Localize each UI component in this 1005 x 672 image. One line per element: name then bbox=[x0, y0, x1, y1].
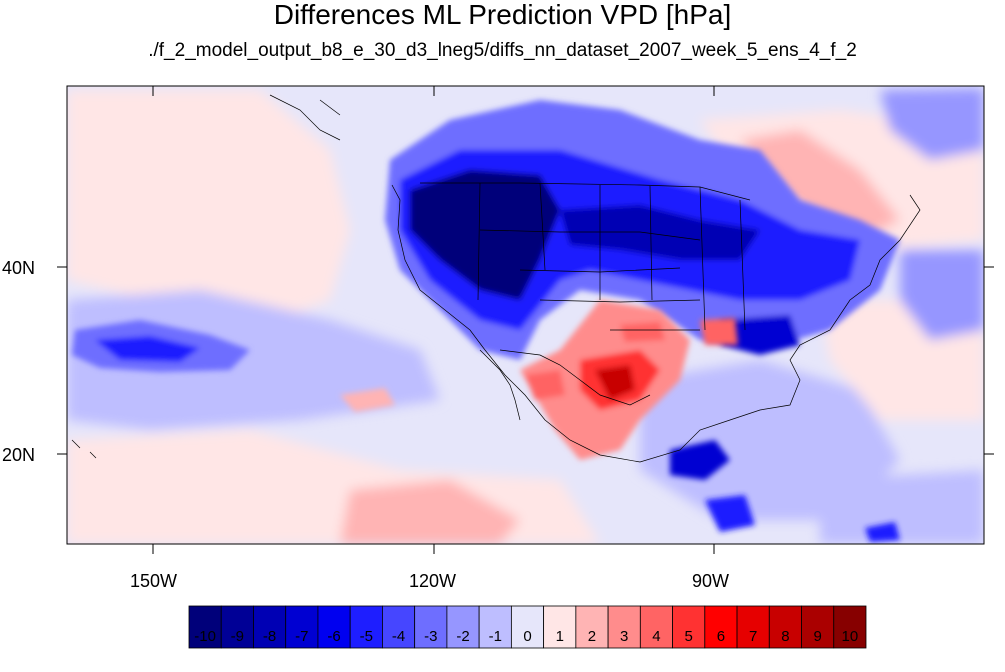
colorbar-label: -3 bbox=[424, 628, 438, 645]
colorbar-swatch bbox=[478, 605, 512, 649]
colorbar-swatch bbox=[672, 605, 706, 649]
colorbar-label: 7 bbox=[748, 628, 758, 645]
colorbar bbox=[188, 605, 867, 649]
colorbar-label: -1 bbox=[488, 628, 502, 645]
colorbar-label: 1 bbox=[555, 628, 564, 645]
colorbar-label: 3 bbox=[620, 628, 629, 645]
colorbar-label: 2 bbox=[587, 628, 597, 645]
colorbar-swatch bbox=[704, 605, 738, 649]
x-tick-label-90w: 90W bbox=[692, 571, 730, 591]
colorbar-label: -9 bbox=[230, 628, 245, 645]
colorbar-label: -2 bbox=[456, 628, 470, 645]
colorbar-swatch bbox=[736, 605, 770, 649]
colorbar-label: 6 bbox=[716, 628, 726, 645]
map-subtitle: ./f_2_model_output_b8_e_30_d3_lneg5/diff… bbox=[148, 40, 857, 61]
colorbar-swatch bbox=[446, 605, 480, 649]
colorbar-label: -5 bbox=[359, 628, 373, 645]
colorbar-label: -7 bbox=[295, 628, 309, 645]
colorbar-label: 8 bbox=[781, 628, 790, 645]
colorbar-swatch bbox=[575, 605, 609, 649]
y-tick-label-40n: 40N bbox=[2, 258, 36, 278]
colorbar-label: 0 bbox=[523, 628, 532, 645]
colorbar-label: -6 bbox=[327, 628, 341, 645]
y-tick-label-20n: 20N bbox=[2, 445, 36, 465]
colorbar-swatch bbox=[833, 605, 867, 649]
colorbar-label: 5 bbox=[684, 628, 693, 645]
map-ticks bbox=[57, 86, 994, 554]
colorbar-swatch bbox=[510, 605, 545, 649]
colorbar-label: -4 bbox=[391, 628, 406, 645]
x-tick-label-150w: 150W bbox=[130, 571, 178, 591]
colorbar-swatch bbox=[220, 605, 254, 649]
colorbar-swatch bbox=[253, 605, 287, 649]
map-title: Differences ML Prediction VPD [hPa] bbox=[273, 0, 732, 30]
colorbar-swatch bbox=[543, 605, 577, 649]
colorbar-swatch bbox=[382, 605, 416, 649]
colorbar-label: 10 bbox=[841, 628, 859, 645]
colorbar-label: -10 bbox=[194, 628, 216, 645]
colorbar-swatch bbox=[639, 605, 673, 649]
colorbar-label: -8 bbox=[262, 628, 277, 645]
colorbar-swatch bbox=[768, 605, 802, 649]
colorbar-swatch bbox=[349, 605, 383, 649]
colorbar-swatch bbox=[607, 605, 641, 649]
colorbar-swatch bbox=[801, 605, 835, 649]
map-field bbox=[67, 86, 984, 544]
colorbar-swatch bbox=[285, 605, 319, 649]
x-tick-label-120w: 120W bbox=[409, 571, 457, 591]
colorbar-label: 4 bbox=[652, 628, 661, 645]
colorbar-label: 9 bbox=[813, 628, 822, 645]
map-frame bbox=[66, 85, 985, 545]
colorbar-swatch bbox=[188, 605, 222, 649]
